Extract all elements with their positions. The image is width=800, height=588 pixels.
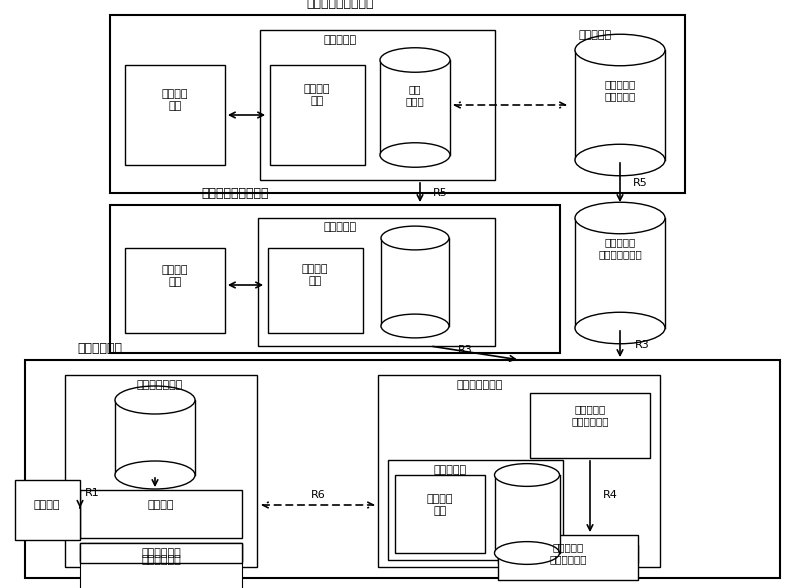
Text: 代理认证授
权计费功能模块: 代理认证授 权计费功能模块	[598, 237, 642, 259]
Text: 服务业务流
授权功能模块: 服务业务流 授权功能模块	[550, 542, 586, 564]
Bar	[65, 375, 257, 567]
Bar	[260, 30, 495, 180]
Bar	[388, 460, 563, 560]
Bar	[258, 218, 495, 346]
Bar	[80, 543, 242, 563]
Bar	[494, 475, 559, 553]
Text: 策略功能
模块: 策略功能 模块	[302, 264, 328, 286]
Ellipse shape	[575, 144, 665, 176]
Bar	[270, 65, 365, 165]
Text: R3: R3	[458, 345, 472, 355]
Text: 接入业务网络: 接入业务网络	[78, 342, 122, 355]
Text: 应用功能
模块: 应用功能 模块	[162, 89, 188, 111]
Ellipse shape	[494, 463, 559, 486]
Text: 业务流管理模块: 业务流管理模块	[137, 380, 183, 390]
Bar	[268, 248, 363, 333]
Text: R4: R4	[602, 490, 618, 500]
Ellipse shape	[575, 34, 665, 66]
Ellipse shape	[575, 202, 665, 234]
Ellipse shape	[115, 386, 195, 414]
Text: 用户签约库: 用户签约库	[578, 30, 611, 40]
Bar	[110, 15, 685, 193]
Bar	[380, 60, 450, 155]
Bar	[115, 400, 195, 475]
Ellipse shape	[575, 312, 665, 344]
Ellipse shape	[494, 542, 559, 564]
Text: R3: R3	[634, 340, 650, 350]
Bar	[80, 490, 242, 538]
Text: 应用功能
模块: 应用功能 模块	[162, 265, 188, 287]
Ellipse shape	[381, 226, 449, 250]
Bar	[575, 50, 665, 160]
Bar	[15, 480, 80, 540]
Bar	[395, 475, 485, 553]
Text: R6: R6	[310, 490, 326, 500]
Bar	[378, 375, 660, 567]
Text: 移动终端: 移动终端	[34, 500, 60, 510]
Bar	[575, 218, 665, 328]
Text: 认证授权计
费功能模块: 认证授权计 费功能模块	[604, 79, 636, 101]
Bar	[530, 393, 650, 458]
Bar	[125, 248, 225, 333]
Text: 家乡网络服务运营商: 家乡网络服务运营商	[306, 0, 374, 10]
Bar	[498, 535, 638, 580]
Bar	[498, 545, 638, 563]
Text: R5: R5	[433, 188, 447, 198]
Bar	[110, 205, 560, 353]
Text: 用户
签约库: 用户 签约库	[406, 84, 424, 106]
Ellipse shape	[380, 48, 450, 72]
Text: 策略功能
模块: 策略功能 模块	[304, 84, 330, 106]
Ellipse shape	[115, 461, 195, 489]
Bar	[80, 543, 242, 561]
Ellipse shape	[380, 143, 450, 167]
Text: 业务流授权模块: 业务流授权模块	[457, 380, 503, 390]
Text: R1: R1	[85, 488, 99, 498]
Text: 准入控制: 准入控制	[148, 500, 174, 510]
Text: 数据通道功能: 数据通道功能	[141, 555, 181, 565]
Bar	[381, 238, 449, 326]
Text: 锚定业务流
授权功能模块: 锚定业务流 授权功能模块	[571, 404, 609, 426]
Ellipse shape	[381, 314, 449, 338]
Bar	[125, 65, 225, 165]
Text: 拜访网络服务运营商: 拜访网络服务运营商	[202, 187, 269, 200]
Bar	[25, 360, 780, 578]
Text: 本地策略库: 本地策略库	[434, 465, 466, 475]
Text: 数据通道功能: 数据通道功能	[141, 548, 181, 558]
Text: 本地策略
功能: 本地策略 功能	[426, 494, 454, 516]
Bar	[80, 545, 242, 588]
Text: R5: R5	[633, 178, 647, 188]
Text: 策略数据库: 策略数据库	[323, 35, 357, 45]
Text: 策略数据库: 策略数据库	[323, 222, 357, 232]
